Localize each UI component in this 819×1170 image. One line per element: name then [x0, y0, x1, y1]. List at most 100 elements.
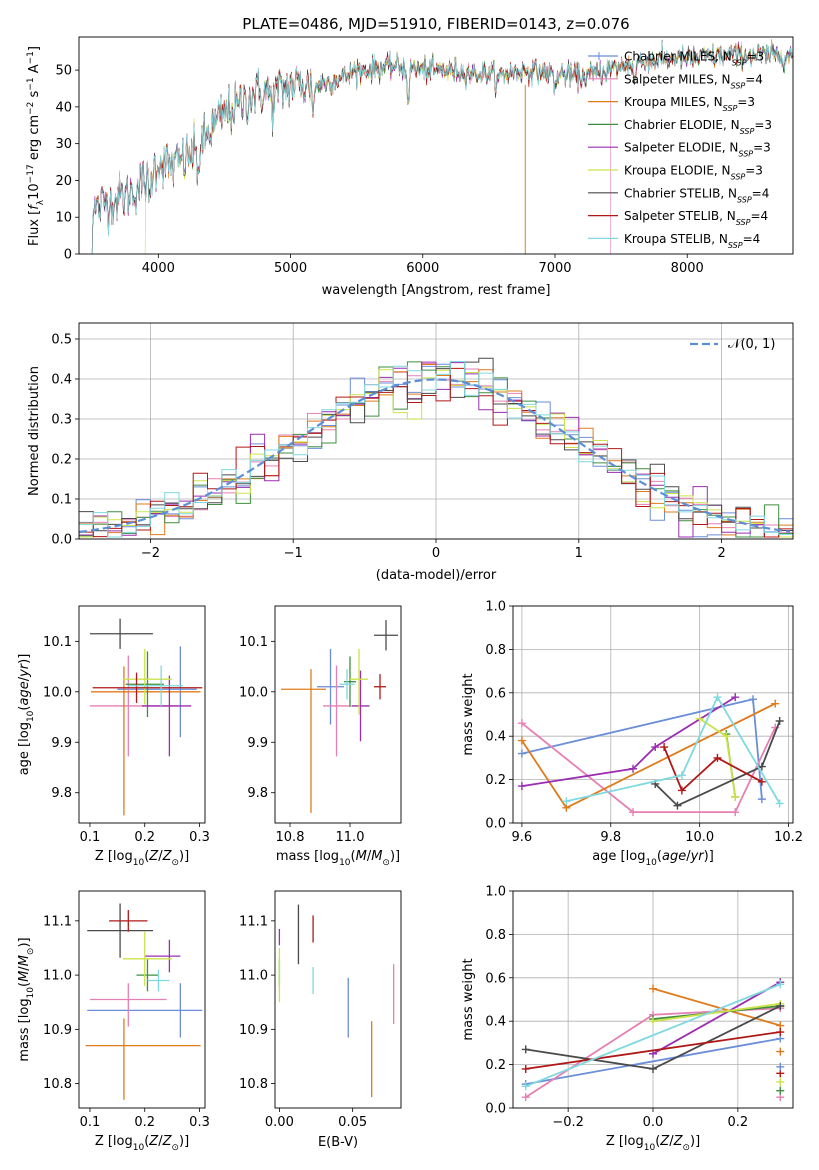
y-tick-label: 9.8 [247, 786, 268, 801]
mass-vs-EBV-axes: 0.00 0.05 10.8 10.9 11.0 11.1 [239, 890, 402, 1130]
errorbar-point [92, 672, 203, 703]
weight-marker [776, 1086, 785, 1095]
weight-line [525, 983, 781, 1088]
y-tick-label: 0.3 [51, 413, 72, 428]
y-tick-label: 0.4 [485, 1015, 506, 1030]
errorbar-point [128, 665, 184, 706]
axes-frame [78, 605, 206, 824]
weight-marker [731, 808, 740, 817]
weight-marker [776, 1002, 785, 1011]
weight-marker [713, 753, 722, 762]
x-tick-label: 0.2 [134, 1115, 155, 1130]
weight-marker [776, 1028, 785, 1037]
weight-marker [771, 699, 780, 708]
errorbar-point [142, 675, 192, 757]
errorbar-point [136, 958, 159, 992]
y-tick-label: 0.6 [485, 971, 506, 986]
weight-marker [695, 714, 704, 723]
x-tick-label: 4000 [142, 261, 175, 276]
axes-frame [274, 890, 402, 1109]
legend-label: Chabrier STELIB, NSSP=4 [624, 186, 769, 204]
errorbar-point [344, 656, 356, 707]
x-tick-label: 2 [717, 546, 725, 561]
weight-marker [517, 736, 526, 745]
y-tick-label: 11.1 [239, 914, 268, 929]
weight-marker [731, 693, 740, 702]
axes-frame [78, 36, 794, 255]
weight-marker [731, 792, 740, 801]
x-tick-label: 0.00 [265, 1115, 294, 1130]
y-axis-label: mass weight [461, 673, 476, 755]
legend-label: Kroupa STELIB, NSSP=4 [624, 232, 760, 250]
y-axis-label: Flux [fλ10−17 erg cm−2 s−1 A−1] [26, 46, 46, 246]
weight-marker [722, 732, 731, 741]
y-tick-label: 0 [64, 248, 72, 263]
weight-line [652, 981, 781, 1055]
weight-series [521, 1028, 785, 1073]
weight-marker [521, 1093, 530, 1102]
weight-line [521, 696, 736, 787]
y-tick-label: 0.2 [485, 773, 506, 788]
weight-marker [649, 1064, 657, 1073]
x-axis-label: E(B-V) [318, 1135, 358, 1150]
weight-marker [629, 764, 637, 773]
errorbar-point [85, 1018, 201, 1100]
errorbar-point [109, 909, 148, 932]
x-tick-label: 10.0 [685, 830, 714, 845]
spectrum-plot-area [91, 39, 793, 254]
weight-line [652, 987, 781, 1027]
x-tick-label: 0.3 [189, 830, 210, 845]
x-tick-label: 0.05 [338, 1115, 367, 1130]
y-tick-label: 0.8 [485, 643, 506, 658]
errorbar-point [147, 969, 170, 992]
errorbar-point [374, 674, 386, 700]
weight-marker [749, 695, 757, 704]
y-tick-label: 50 [55, 64, 72, 79]
axes-frame [274, 605, 402, 824]
x-axis-label: age [log10(age/yr)] [592, 849, 714, 868]
x-tick-label: 0 [432, 546, 440, 561]
x-tick-label: 0.1 [80, 830, 101, 845]
weight-line [525, 1031, 781, 1070]
weight-marker [517, 782, 526, 791]
errorbar-point [91, 666, 201, 816]
axes-frame [512, 890, 794, 1109]
weight-marker [562, 797, 571, 806]
weight-series [660, 743, 766, 795]
y-tick-label: 0.0 [485, 1102, 506, 1117]
y-axis-label: Normed distribution [27, 366, 42, 496]
x-tick-label: 1 [575, 546, 583, 561]
mass-vs-Z-plot-area [85, 903, 203, 1100]
age-vs-Z-axes: 0.1 0.2 0.3 9.8 9.9 10.0 10.1 Z [log10(Z/Z⊙)] ag… [17, 605, 210, 868]
legend-label: Kroupa MILES, NSSP=3 [624, 95, 755, 113]
weight-marker [517, 749, 526, 758]
y-tick-label: 11.1 [43, 914, 72, 929]
y-tick-label: 10.9 [43, 1023, 72, 1038]
x-tick-label: 0.2 [134, 830, 155, 845]
errorbar-point [122, 931, 173, 986]
y-tick-label: 9.9 [51, 736, 72, 751]
weight-marker [775, 717, 784, 726]
y-tick-label: 0.4 [485, 730, 506, 745]
legend-label: 𝒩(0, 1) [728, 337, 775, 352]
x-tick-label: 7000 [538, 261, 571, 276]
massweight-vs-Z-plot-area [521, 978, 785, 1102]
page-title: PLATE=0486, MJD=51910, FIBERID=0143, z=0… [242, 15, 629, 33]
x-tick-label: 0.2 [728, 1115, 749, 1130]
x-tick-label: 0.0 [643, 1115, 664, 1130]
x-tick-label: −1 [284, 546, 303, 561]
axes-frame [78, 890, 206, 1109]
weight-series [517, 695, 766, 804]
y-tick-label: 10.8 [43, 1077, 72, 1092]
weight-line [654, 720, 781, 807]
weight-marker [713, 693, 722, 702]
legend-label: Salpeter STELIB, NSSP=4 [624, 209, 768, 227]
age-vs-mass-axes: 10.8 11.0 9.8 9.9 10.0 10.1 mass [log10(M/M⊙)] [239, 605, 402, 868]
weight-marker [521, 1064, 530, 1073]
weight-series [521, 1002, 785, 1073]
x-tick-label: 10.8 [276, 830, 305, 845]
x-tick-label: 11.0 [336, 830, 365, 845]
weight-marker [629, 808, 637, 817]
legend-label: Salpeter MILES, NSSP=4 [624, 72, 763, 90]
age-vs-Z-plot-area [89, 618, 203, 816]
